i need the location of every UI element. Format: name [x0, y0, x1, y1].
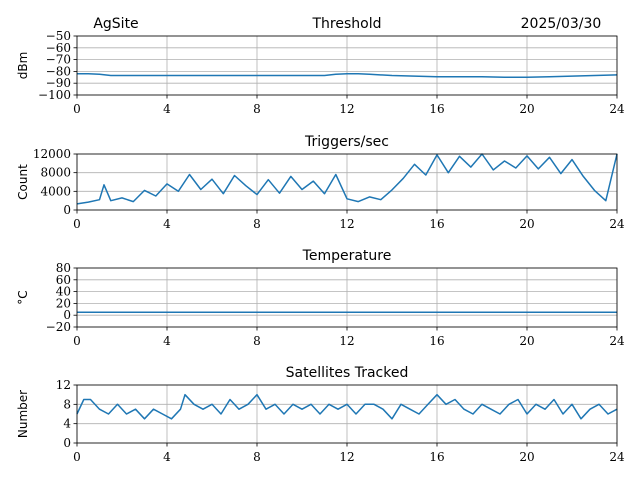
x-tick-label: 8 [253, 334, 261, 348]
x-tick-label: 16 [429, 217, 444, 231]
x-tick-label: 8 [253, 102, 261, 116]
x-tick-label: 4 [163, 217, 171, 231]
y-tick-label: 20 [56, 296, 71, 310]
series-line-triggers [76, 153, 618, 205]
y-tick-label: −90 [46, 76, 71, 90]
x-tick-label: 16 [429, 450, 444, 464]
x-tick-label: 20 [519, 217, 534, 231]
panel-title: Triggers/sec [304, 134, 389, 150]
panel-title: Satellites Tracked [286, 365, 409, 381]
y-tick-label: 12 [56, 378, 71, 392]
chart-panels: 0 4 8 12 16 20 24 −50−60−70−80−90−100 Threshold d… [16, 16, 625, 464]
y-tick-label: 40 [56, 285, 71, 299]
x-tick-label: 20 [519, 450, 534, 464]
x-tick-label: 16 [429, 102, 444, 116]
y-tick-label: 60 [56, 273, 71, 287]
x-tick-label: 0 [73, 450, 81, 464]
y-axis-label: Count [16, 164, 30, 200]
x-tick-label: 0 [73, 102, 81, 116]
x-tick-label: 4 [163, 334, 171, 348]
panel-satellites: 0 4 8 12 16 20 24 0 4 8 12 Satellites Tracked Number [16, 365, 625, 464]
x-tick-label: 12 [339, 450, 354, 464]
y-axis-label: °C [16, 290, 30, 304]
y-tick-label: 0 [63, 436, 71, 450]
x-tick-label: 24 [609, 217, 625, 231]
x-tick-label: 8 [253, 217, 261, 231]
x-tick-label: 16 [429, 334, 444, 348]
x-tick-label: 4 [163, 102, 171, 116]
y-tick-label: −20 [46, 320, 71, 334]
y-tick-label: 8 [63, 397, 71, 411]
y-tick-label: −80 [46, 64, 71, 78]
site-label: AgSite [93, 16, 138, 32]
y-tick-label: 8000 [40, 166, 71, 180]
y-tick-label: 4000 [40, 184, 71, 198]
panel-threshold: 0 4 8 12 16 20 24 −50−60−70−80−90−100 Threshold d… [16, 16, 625, 116]
x-tick-label: 8 [253, 450, 261, 464]
y-tick-label: −50 [46, 29, 71, 43]
x-tick-label: 12 [339, 334, 354, 348]
x-tick-label: 4 [163, 450, 171, 464]
x-tick-label: 12 [339, 102, 354, 116]
x-tick-label: 12 [339, 217, 354, 231]
x-tick-label: 20 [519, 334, 534, 348]
y-axis-label: Number [16, 390, 30, 438]
x-tick-label: 0 [73, 334, 81, 348]
x-tick-label: 0 [73, 217, 81, 231]
series-line-satellites [76, 393, 618, 420]
y-tick-label: 12000 [33, 147, 71, 161]
y-tick-label: 4 [63, 417, 71, 431]
y-tick-label: −60 [46, 41, 71, 55]
y-tick-label: −100 [38, 88, 71, 102]
y-tick-label: 80 [56, 261, 71, 275]
date-label: 2025/03/30 [521, 16, 602, 32]
y-tick-label: −70 [46, 53, 71, 67]
x-tick-label: 20 [519, 102, 534, 116]
x-tick-label: 24 [609, 334, 625, 348]
x-tick-label: 24 [609, 450, 625, 464]
y-tick-label: 0 [63, 203, 71, 217]
series-line-threshold [77, 73, 618, 79]
y-axis-label: dBm [16, 52, 30, 80]
x-tick-label: 24 [609, 102, 625, 116]
y-tick-label: 0 [63, 308, 71, 322]
panel-title: Threshold [312, 16, 382, 32]
panel-triggers: 0 4 8 12 16 20 24 0 4000 8000 12000 Triggers/sec Cou… [16, 134, 625, 231]
panel-title: Temperature [302, 248, 392, 264]
